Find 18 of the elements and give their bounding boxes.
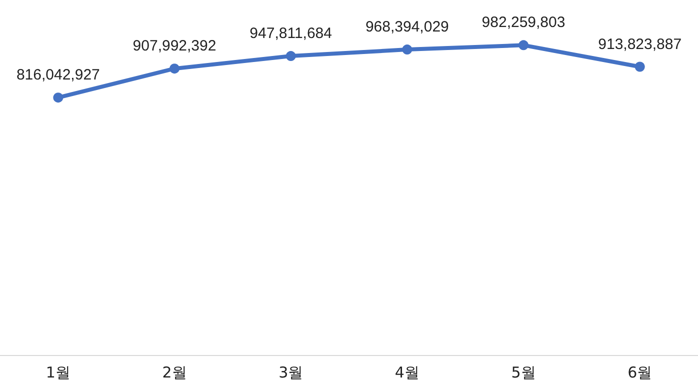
x-tick-label: 2월	[162, 364, 187, 382]
data-label: 907,992,392	[132, 38, 216, 55]
point	[518, 40, 528, 50]
x-tick-label: 5월	[511, 364, 536, 382]
x-tick-label: 6월	[628, 364, 652, 382]
data-label: 982,259,803	[482, 14, 566, 32]
data-label: 913,823,887	[598, 36, 682, 53]
point	[286, 51, 296, 62]
point	[402, 44, 412, 55]
x-tick-label: 4월	[394, 364, 420, 382]
data-label: 816,042,927	[16, 66, 100, 84]
point	[53, 92, 64, 103]
data-label: 968,394,029	[365, 18, 449, 36]
data-label: 947,811,684	[250, 25, 332, 42]
point	[634, 62, 645, 72]
x-tick-label: 3월	[278, 364, 304, 382]
point	[170, 64, 180, 74]
x-tick-label: 1월	[46, 364, 70, 382]
